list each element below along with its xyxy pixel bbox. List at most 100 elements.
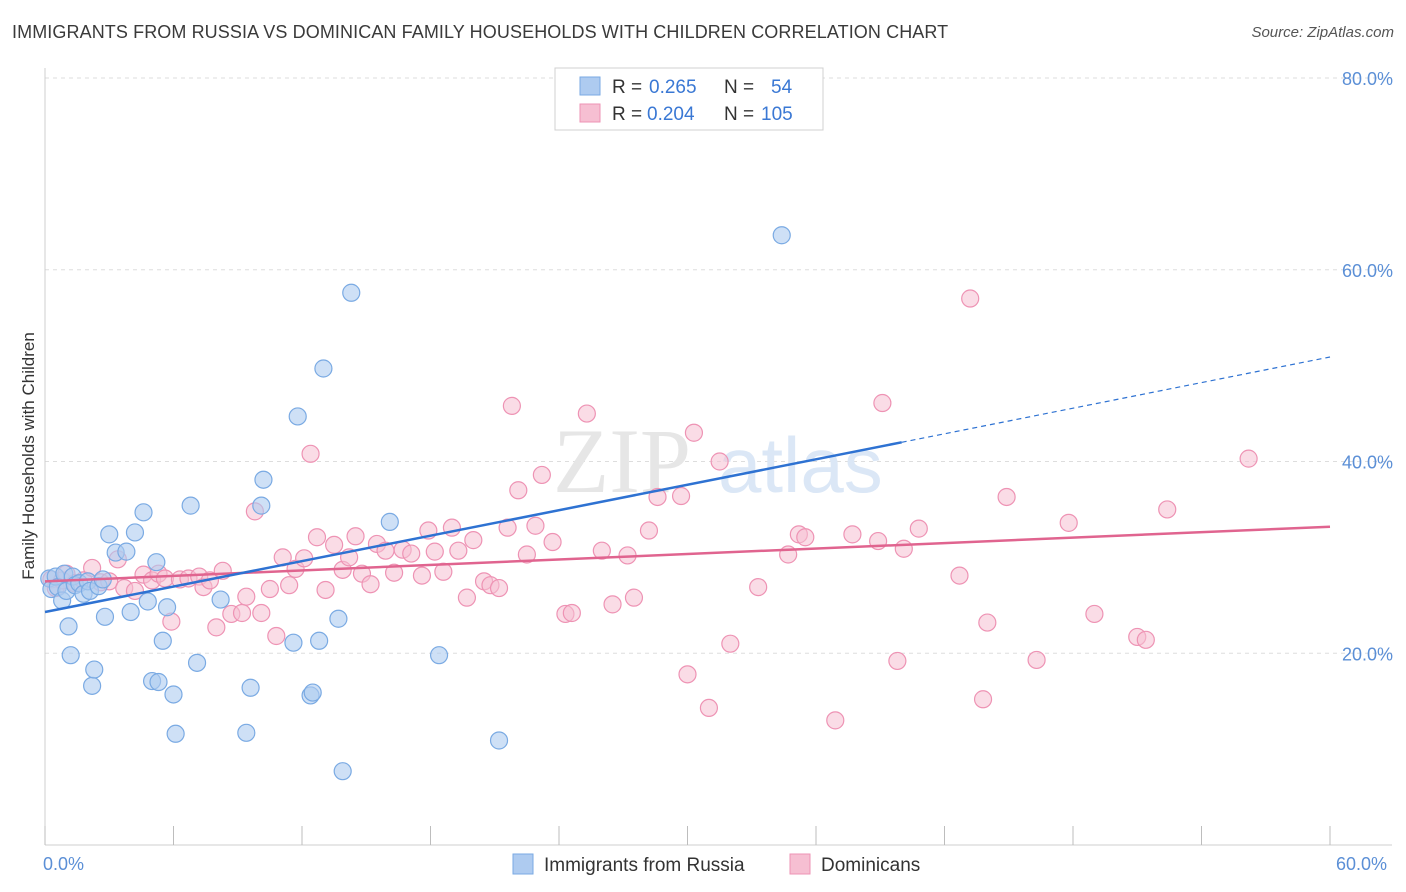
series-legend-label-russia: Immigrants from Russia xyxy=(544,855,745,876)
russia-point-48 xyxy=(333,762,352,781)
russia-point-31 xyxy=(157,598,177,617)
dominicans-point-29 xyxy=(260,579,279,599)
russia-point-44 xyxy=(303,683,322,702)
russia-point-49 xyxy=(342,283,361,302)
dominicans-point-37 xyxy=(316,580,335,600)
dominicans-point-64 xyxy=(526,516,545,535)
dominicans-point-73 xyxy=(624,588,644,607)
legend-swatch-pink xyxy=(579,103,601,123)
dominicans-trend-line xyxy=(44,525,1331,583)
dominicans-point-46 xyxy=(384,563,404,582)
dominicans-point-99 xyxy=(1136,630,1155,649)
dominicans-point-43 xyxy=(361,575,380,594)
russia-point-20 xyxy=(100,525,119,544)
dominicans-point-63 xyxy=(517,545,536,564)
dominicans-point-35 xyxy=(301,444,320,463)
dominicans-point-90 xyxy=(909,519,928,538)
russia-point-34 xyxy=(181,496,200,515)
russia-point-16 xyxy=(85,660,104,679)
dominicans-point-95 xyxy=(997,487,1016,507)
russia-point-37 xyxy=(237,723,256,742)
russia-point-22 xyxy=(117,542,136,561)
legend-n-label-1: N = xyxy=(724,77,754,98)
trend-lines xyxy=(44,356,1331,614)
y-tick-label-0: 20.0% xyxy=(1342,644,1393,664)
correlation-legend: R = 0.265 N = 54 R = 0.204 N = 105 xyxy=(554,67,824,131)
dominicans-point-61 xyxy=(502,396,521,415)
dominicans-point-54 xyxy=(449,541,468,560)
dominicans-point-26 xyxy=(237,587,256,606)
legend-r-label-2: R = xyxy=(612,104,642,125)
russia-point-45 xyxy=(310,631,329,650)
dominicans-point-65 xyxy=(532,465,551,485)
dominicans-point-59 xyxy=(489,578,509,598)
dominicans-point-62 xyxy=(509,481,528,500)
russia-point-39 xyxy=(252,496,271,515)
russia-point-51 xyxy=(429,646,449,665)
dominicans-point-38 xyxy=(325,535,344,555)
russia-point-30 xyxy=(153,631,172,650)
dominicans-point-79 xyxy=(699,698,719,717)
russia-point-29 xyxy=(149,672,168,692)
russia-point-15 xyxy=(83,676,102,695)
russia-point-26 xyxy=(138,592,157,611)
watermark-zip: ZIP xyxy=(553,410,691,512)
dominicans-point-93 xyxy=(973,690,993,709)
legend-r-value-2: 0.204 xyxy=(647,104,695,125)
russia-point-38 xyxy=(241,678,260,697)
russia-point-40 xyxy=(254,470,273,489)
russia-point-24 xyxy=(125,523,145,542)
dominicans-point-96 xyxy=(1059,513,1078,532)
dominicans-point-25 xyxy=(232,603,252,623)
dominicans-point-85 xyxy=(796,528,815,547)
dominicans-point-28 xyxy=(252,603,271,623)
x-tick-label-min: 0.0% xyxy=(43,854,84,874)
russia-point-53 xyxy=(772,226,791,245)
dominicans-point-71 xyxy=(603,595,622,614)
watermark-atlas: atlas xyxy=(718,421,883,509)
dominicans-point-82 xyxy=(749,577,768,597)
russia-point-19 xyxy=(95,607,115,626)
dominicans-point-77 xyxy=(684,423,704,442)
russia-point-25 xyxy=(134,503,153,522)
legend-n-value-2: 105 xyxy=(761,104,793,125)
russia-point-46 xyxy=(314,359,333,378)
dominicans-point-32 xyxy=(280,576,299,595)
grid-lines xyxy=(45,77,1392,654)
series-legend: Immigrants from Russia Dominicans xyxy=(512,853,920,876)
russia-point-7 xyxy=(59,617,78,636)
dominicans-point-69 xyxy=(577,404,596,423)
dominicans-points xyxy=(42,289,1258,730)
dominicans-point-56 xyxy=(464,531,483,550)
russia-point-35 xyxy=(187,653,207,672)
legend-r-label-1: R = xyxy=(612,77,642,98)
russia-point-33 xyxy=(166,724,185,743)
russia-point-32 xyxy=(164,685,183,704)
series-legend-swatch-blue xyxy=(512,853,534,875)
x-tick-label-max: 60.0% xyxy=(1336,854,1387,874)
russia-points xyxy=(40,226,791,781)
russia-point-50 xyxy=(380,512,399,532)
russia-point-8 xyxy=(61,646,80,665)
russia-point-41 xyxy=(284,633,303,652)
dominicans-point-101 xyxy=(1239,449,1258,468)
dominicans-point-49 xyxy=(412,566,432,585)
legend-n-label-2: N = xyxy=(724,104,754,125)
dominicans-point-55 xyxy=(457,588,477,607)
dominicans-point-41 xyxy=(346,527,365,546)
y-tick-label-2: 60.0% xyxy=(1342,261,1393,281)
y-tick-labels: 20.0% 40.0% 60.0% 80.0% xyxy=(1342,69,1393,664)
dominicans-point-30 xyxy=(267,626,286,646)
dominicans-point-86 xyxy=(843,525,862,544)
dominicans-point-70 xyxy=(592,541,611,560)
dominicans-point-48 xyxy=(402,544,421,563)
chart-title: IMMIGRANTS FROM RUSSIA VS DOMINICAN FAMI… xyxy=(12,22,949,42)
series-legend-swatch-pink xyxy=(789,853,811,875)
dominicans-point-51 xyxy=(425,542,444,561)
y-tick-label-3: 80.0% xyxy=(1342,69,1393,89)
dominicans-point-80 xyxy=(710,452,729,471)
dominicans-point-100 xyxy=(1158,500,1177,519)
dominicans-point-97 xyxy=(1085,604,1104,624)
dominicans-point-94 xyxy=(978,613,997,632)
dominicans-point-78 xyxy=(678,665,697,684)
